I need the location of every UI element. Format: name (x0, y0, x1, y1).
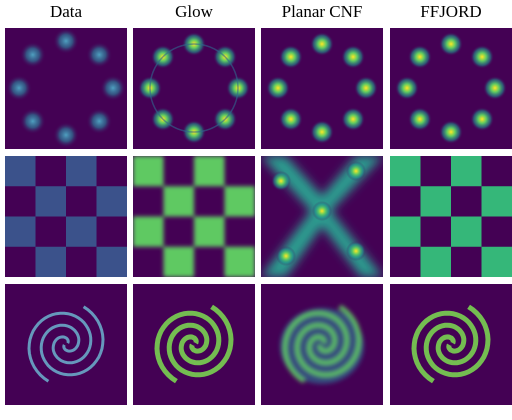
checker-cell (97, 247, 128, 277)
panel-content (5, 156, 127, 277)
density-panel (133, 28, 255, 149)
panel-content (133, 284, 255, 405)
panel-content (390, 284, 512, 405)
gaussian-blob (86, 108, 112, 134)
density-panel (5, 28, 127, 149)
checker-cell (97, 186, 128, 216)
gaussian-blob (310, 32, 334, 56)
column-header: FFJORD (420, 2, 481, 21)
density-panel (390, 28, 512, 149)
panel-content (261, 28, 383, 149)
checker-cell (225, 186, 256, 216)
density-panel (133, 156, 255, 277)
column-header: Planar CNF (282, 2, 363, 21)
gaussian-blob (310, 120, 334, 144)
gaussian-blob (100, 75, 126, 101)
density-panel (390, 284, 512, 405)
gaussian-blob (439, 32, 463, 56)
panel-content (5, 28, 127, 149)
checker-cell (390, 217, 421, 247)
panel-background (5, 284, 127, 405)
panel-background (133, 284, 255, 405)
gaussian-blob (20, 108, 46, 134)
checker-cell (5, 217, 36, 247)
gaussian-blob (279, 107, 303, 131)
gaussian-blob (266, 76, 290, 100)
column-header: Data (50, 2, 83, 21)
checker-cell (451, 156, 482, 186)
density-peak (276, 246, 296, 266)
panel-content (261, 156, 383, 277)
density-panel (261, 156, 383, 277)
gaussian-blob (354, 76, 378, 100)
checker-cell (133, 217, 164, 247)
panel-content (390, 156, 512, 277)
gaussian-blob (483, 76, 507, 100)
checker-cell (36, 186, 67, 216)
gaussian-blob (20, 42, 46, 68)
checker-cell (225, 247, 256, 277)
gaussian-blob (53, 122, 79, 148)
panel-content (5, 284, 127, 405)
panel-content (133, 156, 255, 277)
density-peak (346, 241, 366, 261)
density-peak (312, 201, 332, 221)
checker-cell (164, 186, 195, 216)
checker-cell (36, 247, 67, 277)
density-panel (261, 28, 383, 149)
density-panel (261, 284, 383, 405)
checker-cell (133, 156, 164, 186)
gaussian-blob (6, 75, 32, 101)
panel-content (261, 284, 383, 405)
checker-cell (482, 186, 512, 216)
panel-content (390, 28, 512, 149)
panel-content (133, 28, 255, 149)
density-panel (390, 156, 512, 277)
density-panel (5, 284, 127, 405)
density-peak (271, 171, 291, 191)
density-panel (5, 156, 127, 277)
checker-cell (451, 217, 482, 247)
gaussian-blob (86, 42, 112, 68)
gaussian-blob (279, 45, 303, 69)
gaussian-blob (470, 107, 494, 131)
panel-background (390, 284, 512, 405)
gaussian-blob (439, 120, 463, 144)
gaussian-blob (408, 45, 432, 69)
gaussian-blob (408, 107, 432, 131)
checker-cell (421, 186, 452, 216)
checker-cell (194, 156, 225, 186)
checker-cell (164, 247, 195, 277)
checker-cell (482, 247, 512, 277)
checker-cell (194, 217, 225, 247)
checker-cell (5, 156, 36, 186)
checker-cell (390, 156, 421, 186)
figure: Data Glow Planar CNF FFJORD (0, 0, 512, 420)
checker-cell (421, 247, 452, 277)
checker-cell (66, 156, 97, 186)
checker-cell (66, 217, 97, 247)
gaussian-blob (470, 45, 494, 69)
gaussian-blob (341, 107, 365, 131)
gaussian-blob (395, 76, 419, 100)
column-header: Glow (175, 2, 214, 21)
gaussian-blob (341, 45, 365, 69)
density-panel (133, 284, 255, 405)
gaussian-blob (53, 28, 79, 54)
density-peak (346, 161, 366, 181)
